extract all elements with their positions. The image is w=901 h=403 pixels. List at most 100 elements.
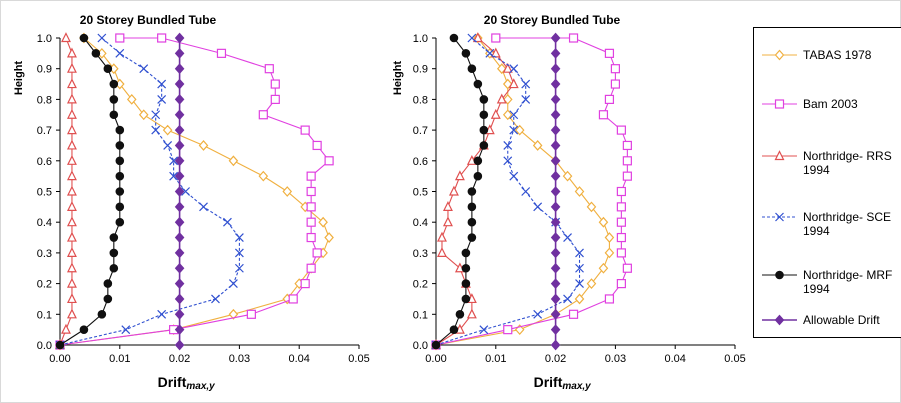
data-point	[109, 233, 119, 242]
y-tick-label: 0.7	[37, 125, 52, 137]
data-point	[622, 263, 632, 273]
data-point	[563, 233, 572, 242]
data-point	[199, 202, 208, 212]
data-point	[174, 155, 185, 167]
chart-title: 20 Storey Bundled Tube	[484, 13, 621, 27]
y-axis-label: Height	[13, 61, 25, 96]
data-point	[550, 186, 561, 197]
data-point	[109, 248, 119, 258]
data-point	[115, 202, 125, 212]
data-point	[502, 62, 513, 73]
data-point	[91, 49, 101, 58]
data-point	[461, 294, 471, 304]
data-point	[228, 308, 239, 320]
data-point	[234, 248, 244, 258]
data-point	[604, 247, 615, 259]
data-point	[181, 187, 191, 196]
data-point	[163, 141, 173, 150]
x-tick-label: 0.03	[229, 353, 250, 365]
y-tick-label: 0.9	[413, 64, 428, 76]
data-point	[174, 93, 185, 105]
data-point	[508, 78, 519, 89]
data-point	[66, 308, 77, 319]
data-point	[479, 110, 489, 120]
chart-panel-1: 20 Storey Bundled Tube Height 0.0 0.1 0.2 0.3…	[13, 13, 370, 392]
data-point	[288, 294, 298, 304]
series-line	[59, 37, 240, 346]
data-point	[461, 279, 471, 288]
series-northridge-mrf-1994	[55, 33, 125, 350]
data-point	[174, 324, 185, 336]
data-point	[234, 263, 244, 273]
data-point	[66, 247, 77, 257]
data-point	[282, 186, 293, 197]
data-point	[616, 217, 626, 227]
data-point	[473, 171, 483, 181]
y-tick-label: 0.1	[413, 309, 428, 321]
data-point	[138, 109, 149, 121]
data-point	[264, 64, 274, 74]
data-point	[300, 125, 310, 135]
data-point	[115, 141, 125, 150]
data-point	[496, 93, 507, 104]
y-tick-label: 0.2	[413, 279, 428, 291]
data-point	[586, 278, 597, 290]
legend-item: Allowable Drift	[762, 313, 880, 327]
x-tick-label: 0.02	[169, 353, 190, 365]
data-point	[162, 124, 173, 136]
legend-item: Bam 2003	[762, 97, 858, 111]
y-tick-label: 0.8	[37, 94, 52, 106]
data-point	[174, 78, 185, 90]
data-point	[550, 140, 561, 151]
data-point	[79, 325, 89, 334]
data-point	[598, 216, 609, 228]
data-point	[324, 156, 334, 166]
data-point	[306, 171, 316, 181]
data-point	[604, 48, 615, 58]
data-point	[550, 201, 561, 213]
series-northridge-rrs-1994	[431, 32, 519, 350]
data-point	[575, 248, 584, 258]
data-point	[157, 94, 167, 104]
data-point	[479, 141, 489, 150]
data-point	[437, 247, 447, 257]
y-tick-label: 0.5	[413, 187, 428, 199]
data-point	[533, 202, 543, 212]
data-point	[622, 140, 632, 151]
data-point	[550, 63, 561, 75]
data-point	[514, 124, 525, 136]
data-point	[66, 185, 77, 196]
y-tick-label: 0.6	[413, 156, 428, 168]
data-point	[479, 325, 489, 335]
data-point	[66, 108, 77, 119]
data-point	[461, 263, 471, 273]
data-point	[66, 216, 77, 227]
data-point	[574, 293, 585, 305]
data-point	[616, 248, 626, 258]
series-allowable-drift	[174, 32, 185, 351]
data-point	[174, 32, 185, 44]
legend-label: Allowable Drift	[803, 313, 880, 327]
data-point	[532, 140, 543, 151]
data-point	[616, 125, 626, 135]
data-point	[616, 186, 626, 197]
y-tick-label: 0.2	[37, 279, 52, 291]
data-point	[151, 125, 161, 135]
data-point	[604, 94, 615, 105]
data-point	[509, 110, 519, 120]
data-point	[550, 47, 561, 59]
data-point	[270, 94, 280, 105]
data-point	[174, 201, 185, 213]
data-point	[258, 110, 268, 120]
data-point	[174, 170, 185, 182]
data-point	[550, 93, 561, 105]
legend-item: Northridge- RRS 1994	[762, 149, 892, 177]
data-point	[174, 339, 185, 351]
data-point	[115, 125, 125, 135]
data-point	[97, 33, 107, 43]
data-point	[174, 63, 185, 75]
y-tick-label: 0.0	[413, 340, 428, 352]
x-tick-label: 0.05	[348, 353, 369, 365]
x-tick-label: 0.01	[485, 353, 506, 365]
data-point	[109, 263, 119, 273]
